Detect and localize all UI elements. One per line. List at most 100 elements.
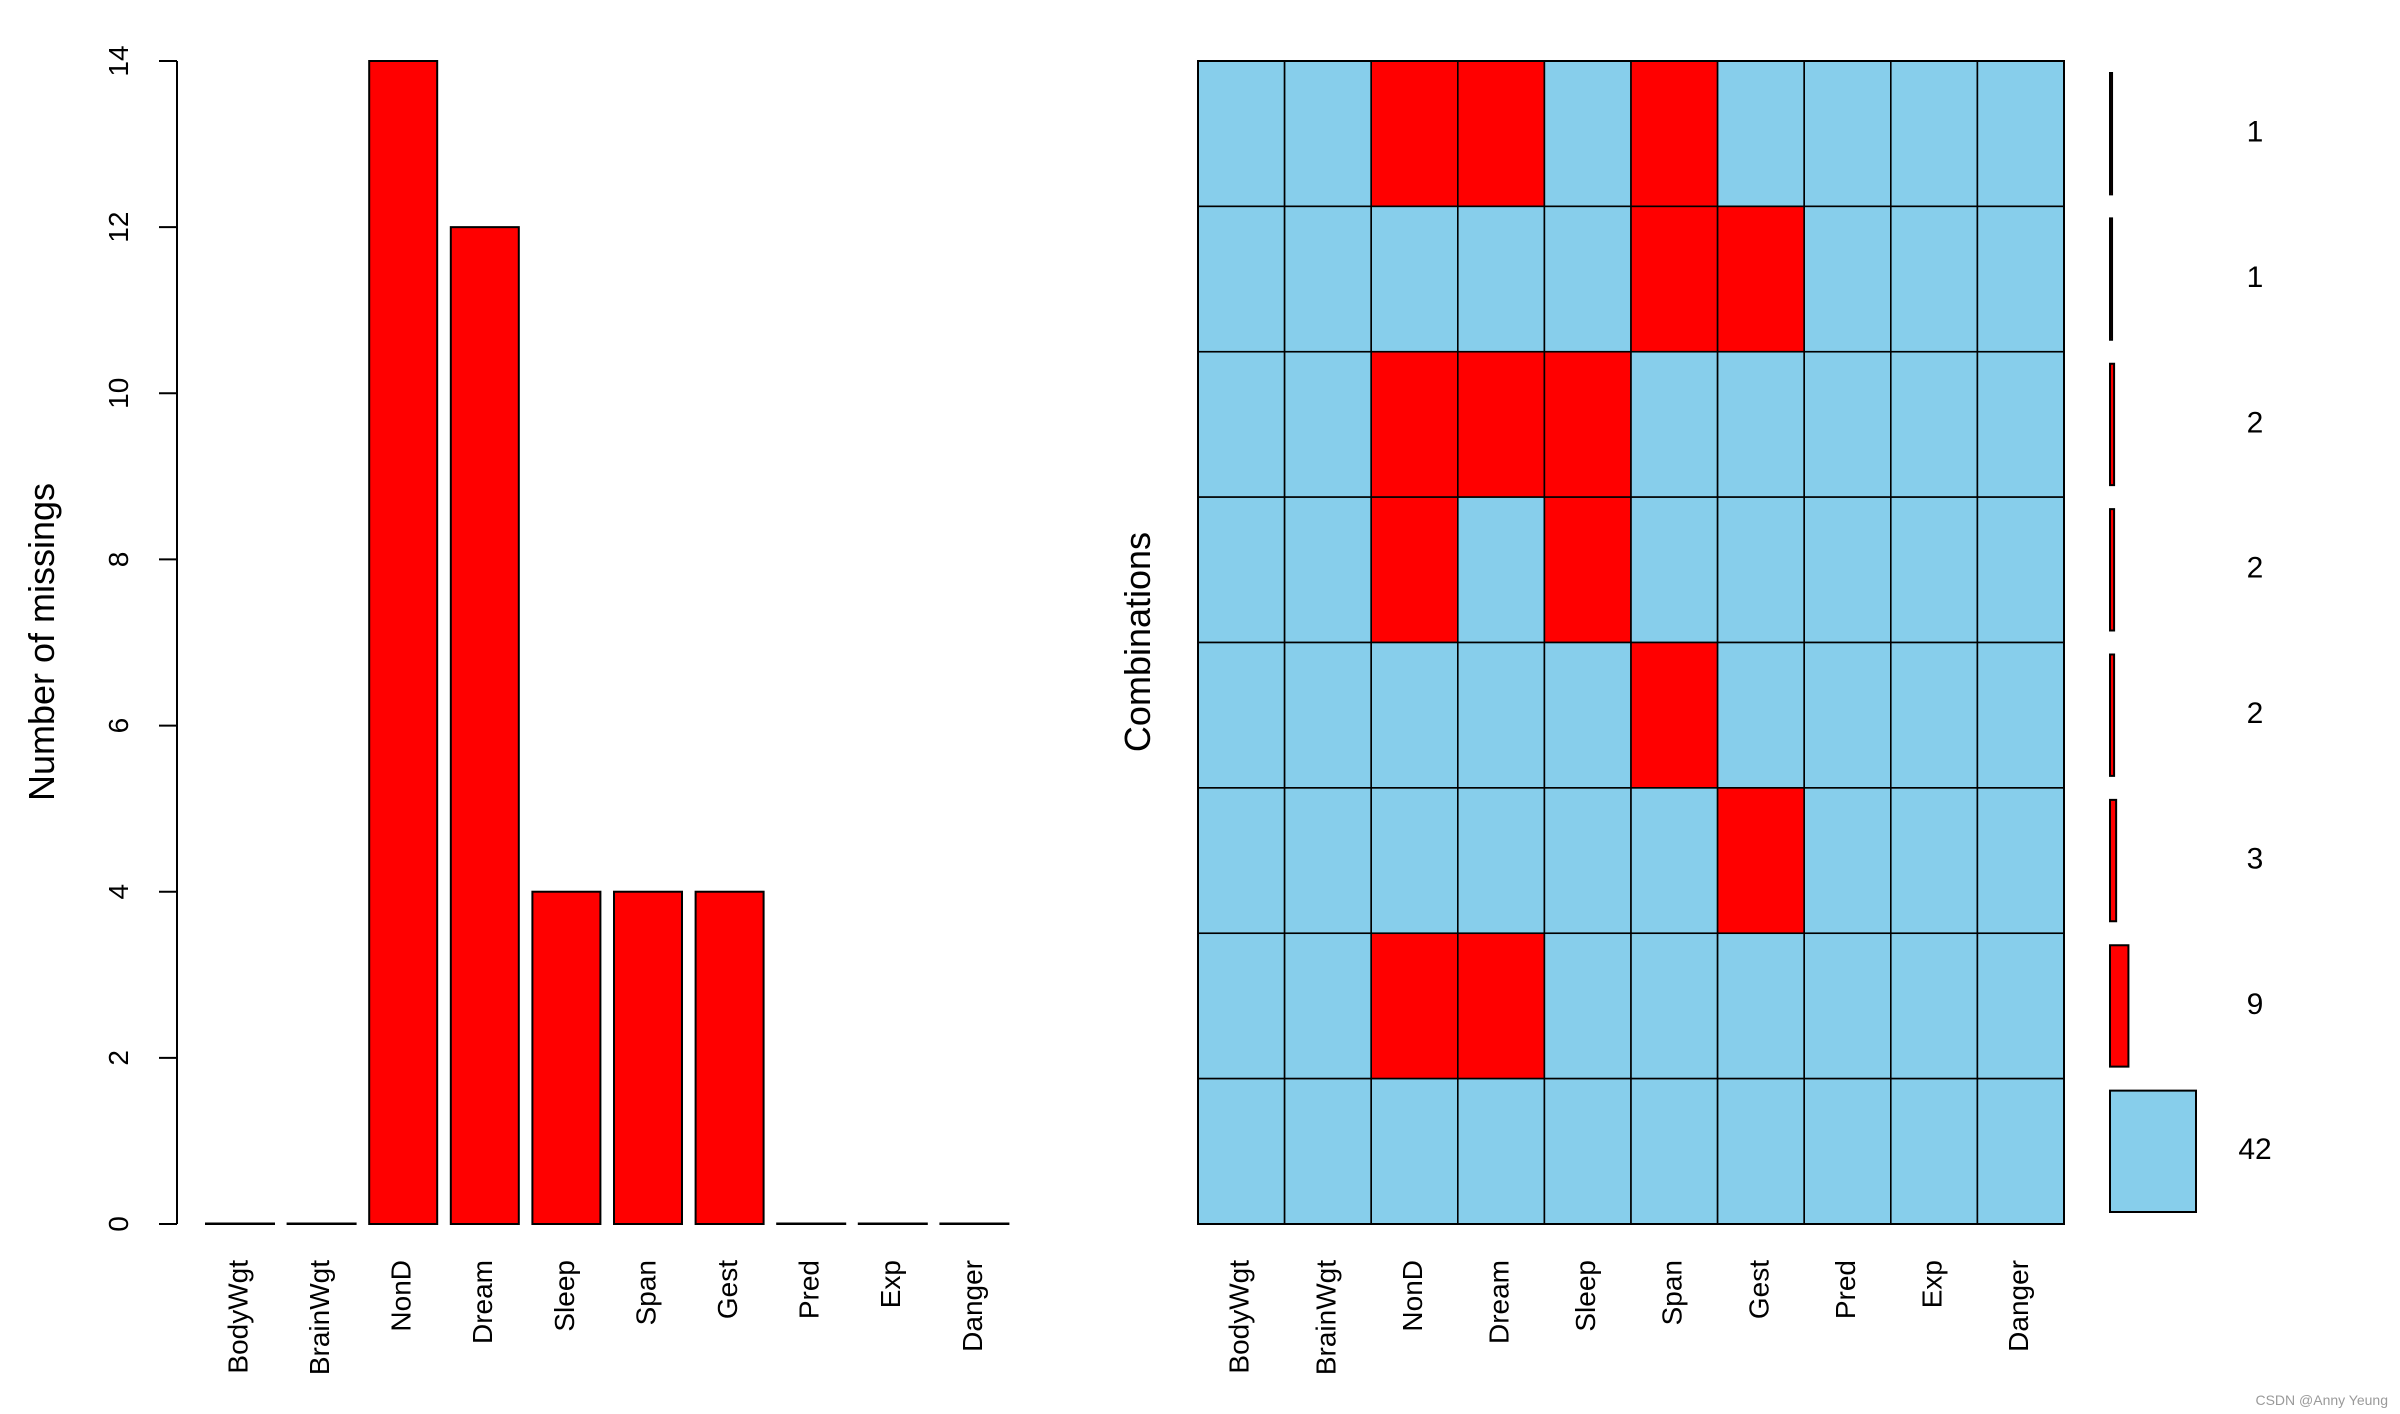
cell-observed	[1197, 350, 1286, 498]
watermark: CSDN @Anny Yeung	[2255, 1392, 2388, 1408]
cell-observed	[1543, 932, 1632, 1080]
combination-count-label: 1	[2247, 116, 2264, 149]
cell-observed	[1283, 1077, 1372, 1225]
combination-frequency-bar	[2109, 944, 2130, 1068]
bar	[531, 890, 602, 1225]
cell-observed	[1890, 205, 1979, 353]
cell-observed	[1890, 787, 1979, 935]
cell-observed	[1283, 787, 1372, 935]
cell-observed	[1976, 932, 2065, 1080]
x-tick-label: Span	[630, 1260, 661, 1325]
heatmap-y-axis-title: Combinations	[1117, 532, 1158, 752]
cell-observed	[1457, 641, 1546, 789]
cell-observed	[1716, 932, 1805, 1080]
combination-count-label: 42	[2238, 1133, 2271, 1166]
cell-observed	[1890, 350, 1979, 498]
cell-observed	[1197, 641, 1286, 789]
x-tick-label: Gest	[712, 1260, 743, 1319]
cell-observed	[1370, 641, 1459, 789]
cell-observed	[1543, 60, 1632, 208]
cell-observed	[1630, 787, 1719, 935]
bar	[939, 1222, 1010, 1225]
cell-observed	[1803, 641, 1892, 789]
cell-observed	[1976, 641, 2065, 789]
cell-observed	[1457, 787, 1546, 935]
cell-observed	[1197, 1077, 1286, 1225]
y-tick-label: 10	[103, 378, 134, 409]
cell-observed	[1890, 641, 1979, 789]
x-tick-label: Dream	[467, 1260, 498, 1344]
cell-observed	[1890, 496, 1979, 644]
combination-frequency-bar	[2109, 1089, 2197, 1213]
cell-missing	[1370, 350, 1459, 498]
cell-missing	[1543, 350, 1632, 498]
cell-missing	[1457, 60, 1546, 208]
cell-observed	[1716, 60, 1805, 208]
combination-count-label: 1	[2247, 261, 2264, 294]
cell-observed	[1283, 932, 1372, 1080]
combination-frequency-bar	[2109, 653, 2116, 777]
cell-missing	[1457, 932, 1546, 1080]
cell-observed	[1630, 496, 1719, 644]
cell-missing	[1370, 932, 1459, 1080]
cell-observed	[1890, 1077, 1979, 1225]
cell-observed	[1543, 1077, 1632, 1225]
cell-observed	[1197, 932, 1286, 1080]
combination-frequency-bar	[2109, 217, 2114, 341]
cell-observed	[1457, 205, 1546, 353]
bar	[205, 1222, 275, 1225]
y-tick-label: 8	[103, 552, 134, 568]
heatmap-column-label: Span	[1657, 1260, 1688, 1325]
x-tick-label: NonD	[386, 1260, 417, 1332]
cell-observed	[1283, 205, 1372, 353]
heatmap-column-label: Sleep	[1570, 1260, 1601, 1332]
cell-observed	[1716, 641, 1805, 789]
cell-missing	[1630, 205, 1719, 353]
heatmap-column-label: Dream	[1483, 1260, 1514, 1344]
cell-observed	[1283, 641, 1372, 789]
cell-observed	[1370, 205, 1459, 353]
heatmap-column-label: NonD	[1397, 1260, 1428, 1332]
cell-observed	[1630, 1077, 1719, 1225]
cell-missing	[1370, 60, 1459, 208]
combination-frequency-bar	[2109, 72, 2114, 196]
cell-observed	[1197, 205, 1286, 353]
cell-observed	[1197, 60, 1286, 208]
cell-observed	[1803, 1077, 1892, 1225]
cell-missing	[1457, 350, 1546, 498]
combination-count-label: 3	[2247, 842, 2264, 875]
cell-observed	[1543, 205, 1632, 353]
cell-observed	[1976, 496, 2065, 644]
cell-observed	[1283, 350, 1372, 498]
bar	[776, 1222, 847, 1225]
cell-observed	[1716, 496, 1805, 644]
combination-count-label: 2	[2247, 552, 2264, 585]
missing-count-bar-chart: 0 2 4 6 8 10 12 14 Number of missings BodyWgt Brai…	[21, 45, 1010, 1375]
cell-observed	[1976, 205, 2065, 353]
cell-observed	[1803, 787, 1892, 935]
cell-observed	[1890, 60, 1979, 208]
cell-observed	[1630, 350, 1719, 498]
cell-observed	[1543, 787, 1632, 935]
cell-observed	[1630, 932, 1719, 1080]
cell-observed	[1457, 1077, 1546, 1225]
grid-border	[1197, 60, 2065, 1225]
cell-observed	[1976, 1077, 2065, 1225]
cell-observed	[1803, 205, 1892, 353]
cell-observed	[1197, 787, 1286, 935]
bar	[449, 226, 520, 1225]
y-tick-label: 6	[103, 718, 134, 734]
cell-observed	[1890, 932, 1979, 1080]
x-tick-label: Sleep	[549, 1260, 580, 1332]
cell-observed	[1283, 496, 1372, 644]
heatmap-column-label: Danger	[2003, 1260, 2034, 1352]
cell-observed	[1976, 350, 2065, 498]
x-tick-label: Exp	[875, 1260, 906, 1308]
heatmap-column-label: Pred	[1830, 1260, 1861, 1319]
bar	[286, 1222, 357, 1225]
cell-observed	[1976, 60, 2065, 208]
cell-observed	[1716, 350, 1805, 498]
combination-count-label: 9	[2247, 988, 2264, 1021]
y-tick-label: 0	[103, 1216, 134, 1232]
